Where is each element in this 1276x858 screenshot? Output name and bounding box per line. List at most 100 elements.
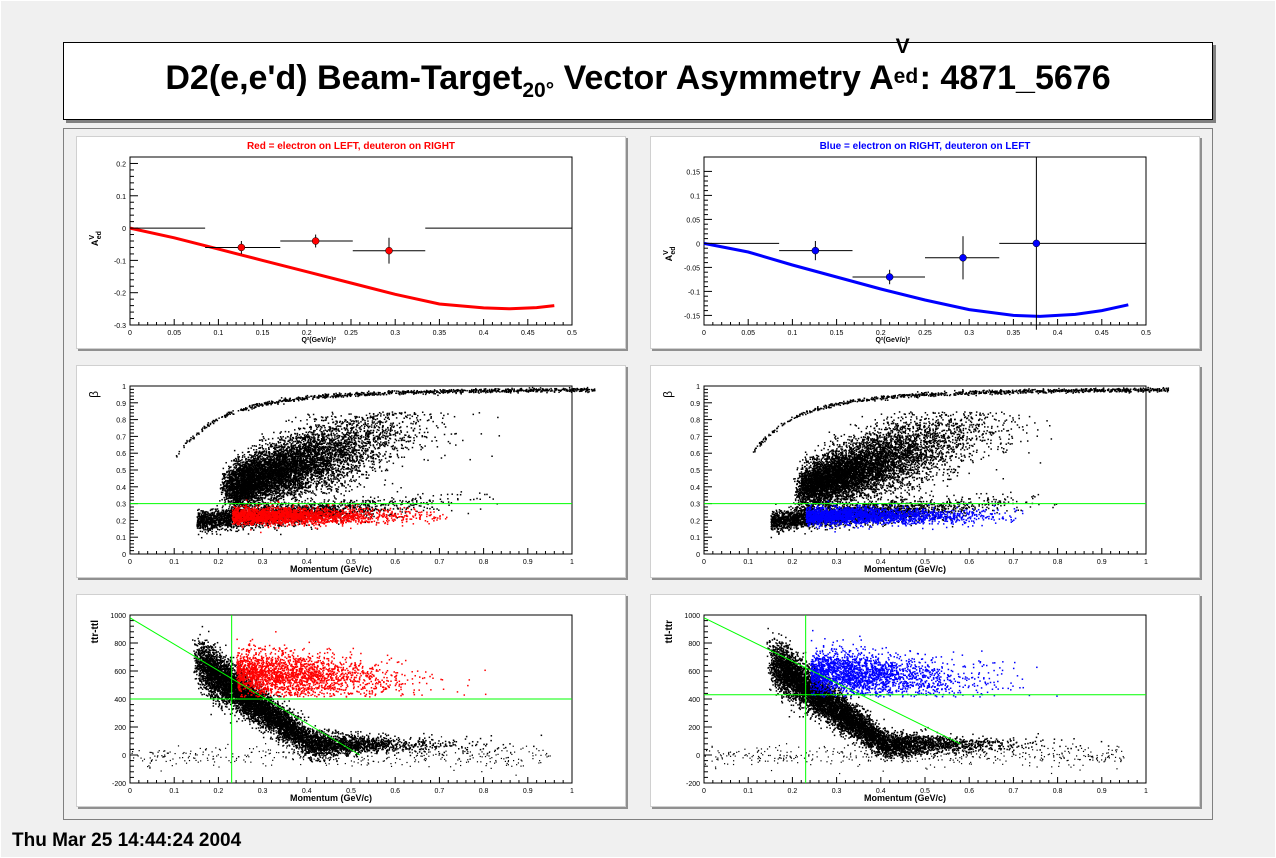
- point: [317, 472, 320, 475]
- point: [344, 442, 347, 445]
- point: [246, 465, 248, 467]
- x-tick-label: 0.35: [1007, 330, 1021, 337]
- point: [482, 390, 485, 393]
- point: [513, 388, 515, 390]
- point: [335, 392, 337, 395]
- point: [445, 390, 447, 393]
- point: [539, 388, 541, 391]
- point: [327, 465, 330, 468]
- point: [491, 389, 494, 392]
- point: [234, 462, 237, 465]
- point: [311, 431, 313, 434]
- point: [322, 419, 325, 422]
- point: [261, 444, 264, 447]
- point: [308, 491, 310, 493]
- point: [402, 393, 405, 395]
- point: [316, 441, 318, 443]
- point: [328, 434, 330, 436]
- point: [400, 447, 403, 449]
- point: [568, 386, 571, 389]
- point: [257, 503, 260, 506]
- point: [534, 388, 537, 391]
- point: [539, 387, 542, 389]
- point: [331, 429, 334, 432]
- point: [366, 438, 369, 440]
- point: [225, 461, 227, 464]
- point: [329, 396, 332, 398]
- point: [402, 447, 404, 450]
- point: [340, 468, 342, 471]
- point: [283, 485, 285, 488]
- point: [263, 481, 266, 484]
- point: [264, 403, 266, 405]
- point: [294, 480, 297, 482]
- point: [306, 482, 309, 485]
- point: [274, 445, 277, 447]
- point: [239, 469, 241, 472]
- data-point: [205, 241, 281, 254]
- point: [327, 434, 329, 437]
- point: [377, 391, 380, 394]
- point: [325, 464, 328, 466]
- point: [297, 488, 300, 490]
- point: [261, 455, 263, 458]
- point: [471, 390, 474, 393]
- point: [395, 439, 398, 442]
- point: [527, 390, 529, 393]
- point: [357, 432, 359, 434]
- point: [221, 489, 224, 492]
- point: [290, 470, 292, 473]
- point: [333, 472, 335, 475]
- point: [295, 437, 297, 439]
- point: [276, 503, 279, 506]
- point: [310, 474, 312, 476]
- point: [361, 416, 363, 419]
- point: [289, 490, 291, 492]
- point: [528, 389, 530, 392]
- point: [323, 395, 326, 398]
- point: [428, 419, 430, 421]
- point: [378, 455, 380, 457]
- point: [281, 439, 284, 441]
- point: [425, 436, 427, 438]
- point: [315, 457, 318, 459]
- point: [336, 464, 339, 466]
- point: [480, 388, 482, 391]
- point: [340, 395, 342, 397]
- point: [239, 468, 242, 470]
- point: [325, 486, 328, 488]
- point: [332, 463, 335, 466]
- point: [525, 390, 528, 393]
- point: [377, 442, 379, 444]
- title-box: D2(e,e'd) Beam-Target20° Vector Asymmetr…: [63, 35, 1213, 120]
- point: [248, 458, 251, 461]
- point: [320, 458, 323, 461]
- point: [375, 393, 377, 396]
- point: [434, 390, 436, 392]
- point: [440, 412, 442, 414]
- point: [417, 392, 420, 394]
- point: [235, 503, 238, 506]
- point: [271, 496, 273, 498]
- point: [388, 391, 391, 394]
- point: [243, 456, 246, 458]
- y-tick-label: -0.15: [684, 313, 700, 320]
- point: [337, 434, 339, 437]
- point: [344, 453, 346, 456]
- point: [330, 415, 333, 418]
- point: [314, 459, 316, 462]
- point: [228, 466, 231, 469]
- point: [308, 480, 310, 483]
- point: [365, 451, 367, 453]
- point: [345, 446, 348, 448]
- point: [585, 390, 588, 392]
- point: [511, 387, 513, 390]
- point: [251, 486, 254, 489]
- point: [328, 462, 330, 464]
- point: [301, 485, 303, 487]
- point: [329, 485, 331, 488]
- point: [371, 420, 374, 422]
- point: [348, 393, 350, 395]
- point: [255, 452, 257, 454]
- point: [305, 395, 307, 398]
